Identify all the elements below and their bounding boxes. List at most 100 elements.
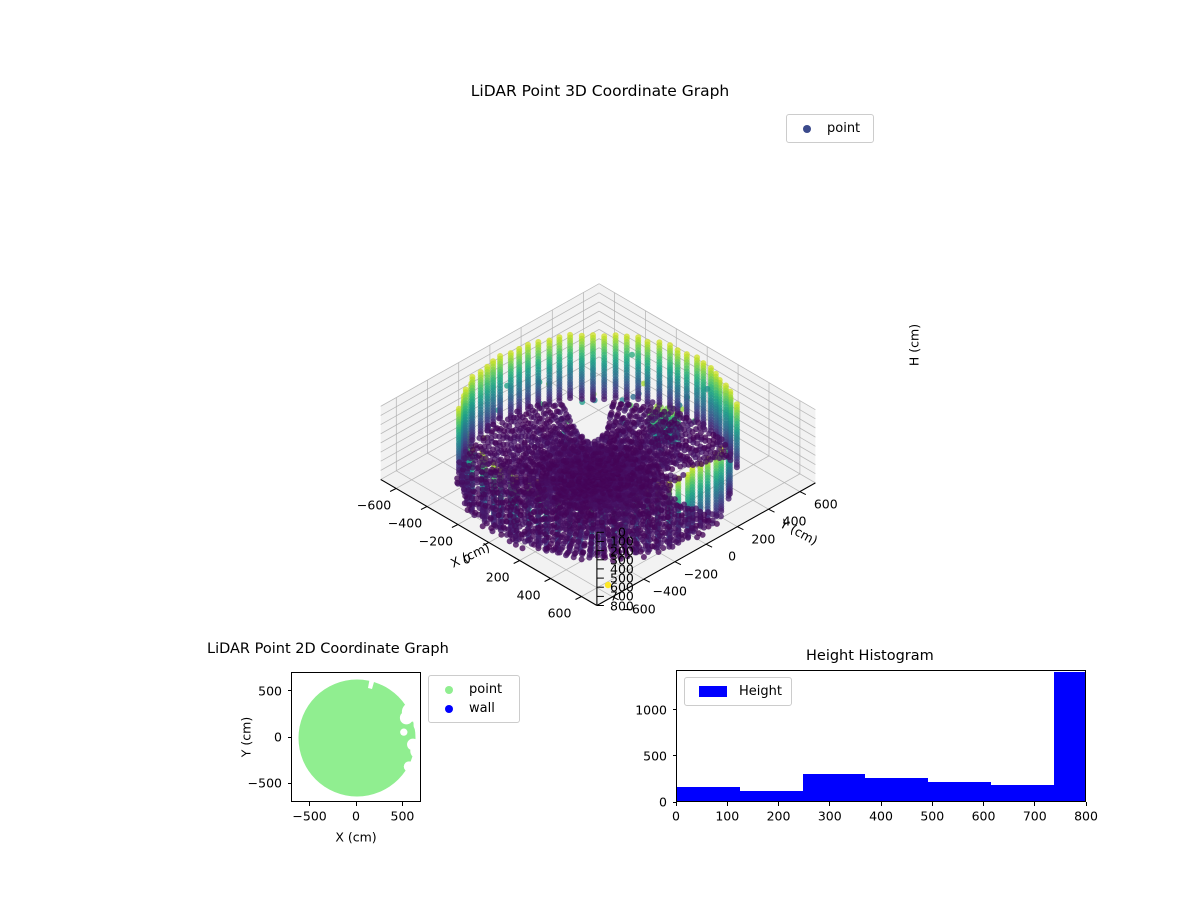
legend-label: wall: [469, 701, 495, 716]
plot3d-ztick-label: 0: [617, 524, 626, 540]
plot3d-ytick: [674, 561, 682, 566]
legend-entry-wall: wall: [437, 699, 511, 718]
plot3d-axes: [330, 140, 950, 640]
plot3d-legend: point: [786, 114, 874, 143]
plot3d-gridline: [380, 292, 600, 416]
histogram-xtick-label: 400: [869, 808, 893, 824]
legend-swatch-icon: [699, 686, 727, 697]
plot3d-ytick-label: −400: [652, 583, 687, 599]
outlier-point: [604, 581, 612, 589]
histogram-xtick-label: 100: [715, 808, 740, 824]
plot3d-gridline: [598, 292, 816, 420]
plot2d-ytick: [287, 782, 291, 784]
histogram-bar: [739, 791, 803, 801]
plot3d-gridline: [598, 301, 816, 429]
plot3d-gridline: [598, 283, 816, 411]
plot2d-legend: point wall: [428, 675, 520, 723]
plot2d-xtick: [309, 802, 311, 806]
plot2d-canvas: [298, 675, 420, 797]
histogram-xtick: [1034, 802, 1036, 806]
histogram-bar: [990, 784, 1054, 801]
plot3d-ytick: [737, 526, 744, 531]
plot3d-xtick-label: −400: [387, 515, 423, 531]
histogram-bar: [677, 787, 740, 801]
plot2d-ytick-label: −500: [247, 775, 282, 791]
histogram-xtick-label: 300: [817, 808, 842, 824]
plot3d-ztick-label: 500: [610, 570, 634, 586]
histogram-title: Height Histogram: [806, 648, 934, 664]
histogram-ytick: [672, 801, 676, 803]
histogram-xtick: [880, 802, 882, 806]
plot3d-gridline: [380, 283, 600, 407]
histogram-xtick-label: 600: [971, 808, 996, 824]
histogram-ytick-label: 0: [659, 794, 667, 810]
plot3d-ztick-label: 100: [610, 533, 634, 549]
plot3d-ytick: [612, 596, 619, 601]
histogram-legend: Height: [684, 677, 792, 706]
plot3d-xtick: [513, 560, 520, 564]
plot2d-xtick-label: 0: [352, 808, 360, 824]
histogram-xtick-label: 0: [672, 808, 680, 824]
plot3d-ytick-label: 400: [782, 513, 807, 529]
plot2d-axes: [291, 672, 421, 802]
plot3d-gridline: [598, 347, 816, 475]
plot3d-canvas: [380, 283, 816, 606]
plot2d-yaxis-label: Y (cm): [238, 716, 254, 758]
plot3d-xtick: [420, 506, 428, 510]
histogram-xtick: [675, 802, 677, 806]
plot3d-xtick-label: 600: [547, 605, 572, 621]
histogram-xtick-label: 800: [1074, 808, 1098, 824]
plot2d-title: LiDAR Point 2D Coordinate Graph: [207, 641, 449, 657]
plot3d-xtick: [575, 596, 582, 600]
plot2d-ytick: [287, 736, 291, 738]
plot3d-ztick-label: 800: [610, 598, 634, 614]
legend-label: Height: [739, 684, 782, 699]
legend-label: point: [469, 682, 503, 697]
plot3d-title: LiDAR Point 3D Coordinate Graph: [470, 82, 730, 100]
histogram-xtick-label: 500: [920, 808, 945, 824]
plot2d-xtick: [355, 802, 357, 806]
plot3d-gridline: [380, 301, 600, 425]
plot3d-ytick-label: 200: [751, 531, 776, 547]
plot2d-occlusion-regions: [368, 675, 420, 791]
plot3d-ytick: [705, 543, 713, 548]
plot3d-xtick-label: 0: [462, 551, 471, 567]
plot2d-point-cloud: [298, 679, 416, 797]
histogram-xtick: [1085, 802, 1087, 806]
plot3d-xtick: [389, 488, 397, 492]
plot2d-xtick-label: 500: [390, 808, 415, 824]
plot3d-xtick-label: −600: [356, 497, 392, 513]
plot3d-gridline: [583, 365, 801, 492]
plot3d-ytick-label: 600: [813, 496, 838, 512]
histogram-ytick-label: 1000: [635, 702, 667, 718]
plot2d-xtick: [401, 802, 403, 806]
histogram-xtick: [829, 802, 831, 806]
plot3d-gridline: [598, 356, 816, 484]
histogram-xtick: [931, 802, 933, 806]
plot3d-ytick-label: 0: [728, 548, 737, 564]
plot3d-xtick: [544, 578, 551, 582]
plot2d-xaxis-label: X (cm): [335, 829, 377, 845]
legend-entry-point: point: [437, 680, 511, 699]
plot3d-xtick: [451, 524, 459, 528]
histogram-ytick: [672, 755, 676, 757]
plot3d-ytick-label: −200: [683, 566, 719, 582]
histogram-bar: [802, 774, 866, 801]
legend-dot-icon: [445, 704, 453, 713]
plot3d-gridline: [598, 329, 816, 456]
plot3d-ytick-label: −600: [621, 601, 656, 617]
plot3d-xtick-label: 200: [485, 569, 510, 585]
plot3d-xtick: [482, 542, 490, 546]
plot3d-xtick-label: −200: [418, 533, 454, 549]
legend-dot-icon: [803, 124, 811, 133]
histogram-ytick-label: 500: [643, 748, 667, 764]
histogram-ytick: [672, 709, 676, 711]
plot2d-ytick-label: 0: [274, 729, 282, 745]
plot3d-ztick-label: 600: [610, 579, 634, 595]
histogram-bar: [865, 778, 929, 801]
plot3d-xtick-label: 400: [516, 587, 541, 603]
legend-dot-icon: [445, 685, 453, 694]
histogram-xtick-label: 700: [1022, 808, 1047, 824]
plot3d-zaxis-label: H (cm): [906, 323, 922, 367]
plot2d-xtick-label: −500: [292, 808, 327, 824]
